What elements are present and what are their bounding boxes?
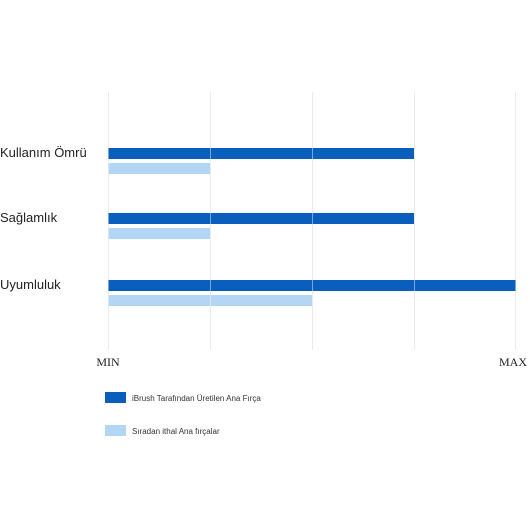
gridlines-overlay xyxy=(108,92,516,350)
x-tick-min: MIN xyxy=(96,355,120,369)
bar xyxy=(108,163,210,174)
bar xyxy=(108,228,210,239)
category-label: Kullanım Ömrü xyxy=(0,145,87,160)
category-label: Uyumluluk xyxy=(0,277,61,292)
bars xyxy=(108,148,516,306)
category-labels: Kullanım Ömrü Sağlamlık Uyumluluk xyxy=(0,145,87,292)
category-label: Sağlamlık xyxy=(0,210,58,225)
legend-label-imported: Sıradan ithal Ana fırçalar xyxy=(132,427,220,436)
legend-swatch-imported xyxy=(105,425,126,436)
bar xyxy=(108,148,414,159)
legend-swatch-ibrush xyxy=(105,392,126,403)
legend: iBrush Tarafından Üretilen Ana Fırça Sır… xyxy=(105,392,261,436)
x-tick-max: MAX xyxy=(499,355,527,369)
bar xyxy=(108,213,414,224)
x-tick-labels: MIN MAX xyxy=(96,355,527,369)
bar xyxy=(108,280,516,291)
legend-label-ibrush: iBrush Tarafından Üretilen Ana Fırça xyxy=(132,394,261,403)
bar xyxy=(108,295,312,306)
